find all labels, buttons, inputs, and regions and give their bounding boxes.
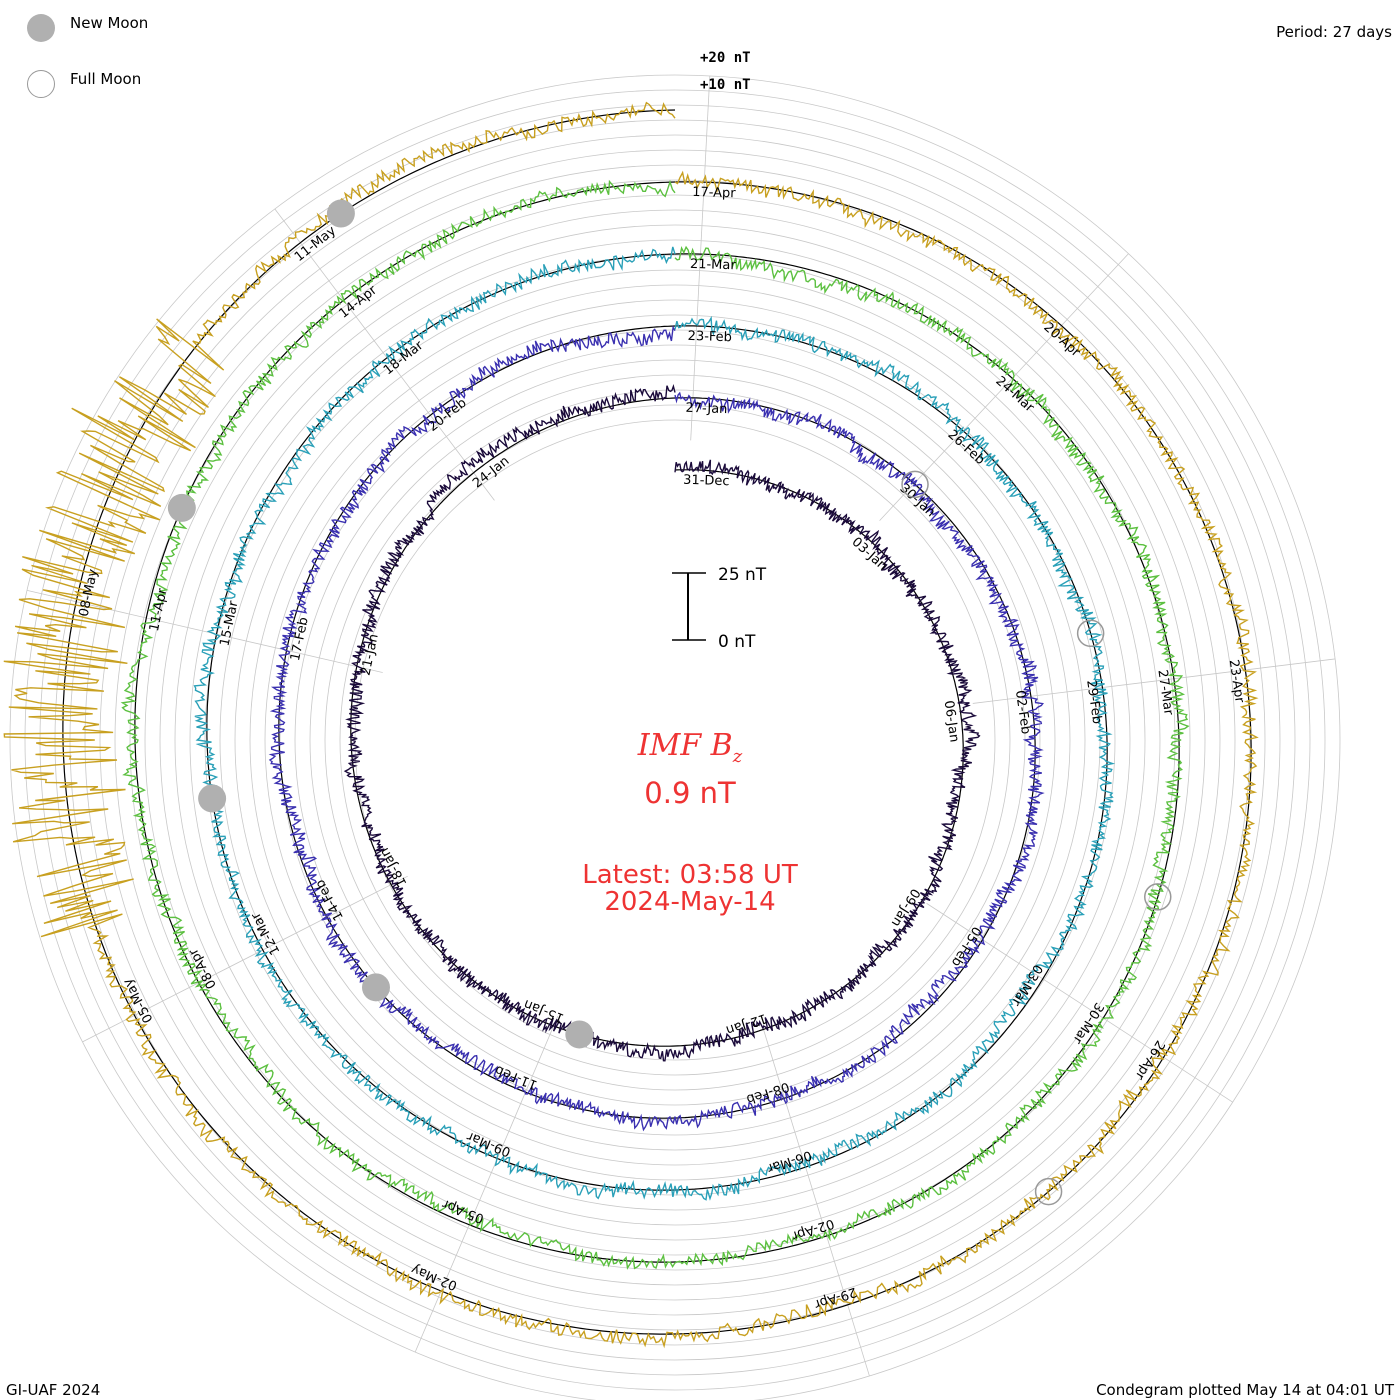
- new-moon-legend-icon: [27, 14, 55, 42]
- full-moon-marker: [1034, 1177, 1063, 1206]
- date-label: 05-May: [120, 975, 156, 1025]
- grid-circle: [99, 164, 1251, 1316]
- grid-circle: [39, 104, 1311, 1376]
- new-moon-marker: [565, 1020, 594, 1049]
- moon-markers: [167, 199, 1172, 1206]
- date-label: 27-Jan: [685, 401, 727, 417]
- date-label: 11-Feb: [493, 1062, 540, 1092]
- grid-spoke: [879, 253, 1129, 521]
- period-label: Period: 27 days: [1276, 23, 1392, 41]
- date-label: 27-Mar: [1154, 669, 1175, 717]
- new-moon-marker: [167, 493, 196, 522]
- grid-circle: [9, 74, 1341, 1400]
- footer-plot-time: Condegram plotted May 14 at 04:01 UT: [1096, 1381, 1394, 1399]
- date-label: 08-May: [77, 568, 102, 618]
- grid-circle: [129, 194, 1221, 1286]
- grid-spokes: [26, 75, 1336, 1377]
- chart-title-main: IMF B: [637, 728, 733, 763]
- grid-circle: [234, 299, 1116, 1181]
- date-label: 29-Feb: [1083, 679, 1104, 725]
- grid-circle: [159, 224, 1191, 1256]
- full-moon-marker: [1144, 883, 1172, 911]
- date-label: 31-Dec: [683, 473, 730, 489]
- trace-turn-5: [3, 101, 1259, 1349]
- date-label: 11-Apr: [147, 587, 171, 633]
- grid-circle: [294, 359, 1056, 1121]
- grid-circle: [54, 119, 1296, 1361]
- grid-circle: [219, 284, 1131, 1196]
- trace-turn-4: [120, 179, 1190, 1270]
- scale-bar-max-label: 25 nT: [718, 565, 767, 585]
- grid-circle: [114, 179, 1236, 1301]
- footer-credit: GI-UAF 2024: [6, 1381, 101, 1399]
- new-moon-legend-label: New Moon: [70, 14, 149, 32]
- full-moon-marker: [901, 470, 929, 499]
- grid-circle: [144, 209, 1206, 1271]
- trace-turn-1: [343, 384, 981, 1062]
- grid-circle: [279, 344, 1071, 1136]
- date-label: 02-Apr: [789, 1215, 836, 1243]
- date-label: 06-Jan: [941, 700, 962, 744]
- full-moon-legend-label: Full Moon: [70, 70, 142, 88]
- ref-label-20: +20 nT: [700, 50, 751, 66]
- grid-spoke: [82, 875, 408, 1043]
- latest-time: Latest: 03:58 UT: [582, 860, 798, 890]
- date-label: 23-Feb: [687, 329, 732, 345]
- date-label: 08-Feb: [744, 1078, 791, 1106]
- baseline-spiral: [62, 109, 1252, 1335]
- new-moon-marker: [326, 199, 355, 228]
- grid-spoke: [972, 658, 1336, 704]
- trace-turn-3: [193, 246, 1116, 1201]
- grid-spoke: [26, 590, 383, 673]
- grid-circle: [69, 134, 1281, 1346]
- date-label: 21-Jan: [358, 633, 381, 677]
- new-moon-marker: [198, 784, 227, 813]
- scale-bar-min-label: 0 nT: [718, 632, 756, 652]
- grid-circle: [339, 404, 1011, 1076]
- full-moon-legend-icon: [27, 70, 55, 98]
- trace-turn-2: [268, 325, 1045, 1132]
- reference-spiral: [62, 109, 1252, 1335]
- grid-circle: [189, 254, 1161, 1226]
- date-label: 12-Jan: [724, 1010, 769, 1037]
- grid-spoke: [414, 1015, 559, 1353]
- grid-circles: [9, 74, 1341, 1400]
- grid-spoke: [926, 903, 1233, 1103]
- date-label: 02-Feb: [1012, 689, 1033, 735]
- chart-title: IMF Bz: [500, 728, 880, 767]
- date-label: 17-Apr: [692, 185, 737, 201]
- data-traces: [3, 101, 1259, 1349]
- grid-circle: [24, 89, 1326, 1391]
- new-moon-marker: [361, 973, 390, 1002]
- grid-spoke: [274, 208, 495, 501]
- grid-circle: [309, 374, 1041, 1106]
- scale-bar: 25 nT 0 nT: [672, 565, 767, 652]
- latest-date: 2024-May-14: [604, 887, 776, 917]
- date-label: 23-Apr: [1226, 659, 1247, 705]
- grid-circle: [204, 269, 1146, 1211]
- chart-title-subscript: z: [732, 746, 743, 767]
- grid-circle: [174, 239, 1176, 1241]
- full-moon-marker: [1076, 619, 1105, 648]
- date-label: 21-Mar: [690, 257, 737, 273]
- grid-spoke: [762, 1026, 870, 1377]
- grid-circle: [354, 419, 996, 1061]
- ref-label-10: +10 nT: [700, 77, 751, 93]
- current-value: 0.9 nT: [644, 776, 736, 810]
